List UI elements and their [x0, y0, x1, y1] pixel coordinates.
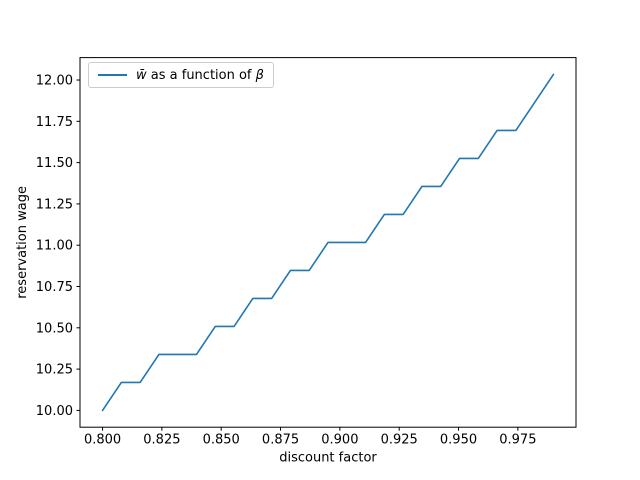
- legend-label: w̄ as a function of β: [136, 68, 264, 83]
- legend-label-beta: β: [255, 67, 264, 83]
- y-tick-label: 11.50: [36, 156, 73, 171]
- x-tick-label: 0.925: [381, 433, 418, 448]
- y-tick-label: 11.25: [36, 197, 73, 212]
- x-tick-label: 0.850: [203, 433, 240, 448]
- y-tick-label: 10.00: [36, 404, 73, 419]
- y-tick-label: 10.50: [36, 321, 73, 336]
- x-axis-ticks: 0.800 0.825 0.850 0.875 0.900 0.925 0.950 0.975: [84, 427, 536, 448]
- legend: w̄ as a function of β: [88, 62, 274, 88]
- x-tick-label: 0.800: [84, 433, 121, 448]
- y-tick-label: 10.25: [36, 363, 73, 378]
- axes-spines: [79, 57, 577, 428]
- legend-label-wbar: w̄: [136, 67, 147, 83]
- x-tick-label: 0.900: [321, 433, 358, 448]
- x-tick-label: 0.950: [440, 433, 477, 448]
- x-tick-label: 0.875: [262, 433, 299, 448]
- y-tick-label: 10.75: [36, 280, 73, 295]
- legend-line-sample: [98, 74, 127, 76]
- y-tick-label: 11.00: [36, 239, 73, 254]
- y-tick-label: 12.00: [36, 74, 73, 89]
- y-axis-label: reservation wage: [15, 186, 30, 299]
- reservation-wage-line: [101, 73, 555, 412]
- legend-label-text: as a function of: [146, 67, 256, 83]
- y-tick-label: 11.75: [36, 115, 73, 130]
- x-tick-label: 0.975: [499, 433, 536, 448]
- x-tick-label: 0.825: [143, 433, 180, 448]
- y-axis-ticks: 10.00 10.25 10.50 10.75 11.00 11.25 11.50 11.75…: [36, 74, 80, 419]
- x-axis-label: discount factor: [279, 451, 377, 466]
